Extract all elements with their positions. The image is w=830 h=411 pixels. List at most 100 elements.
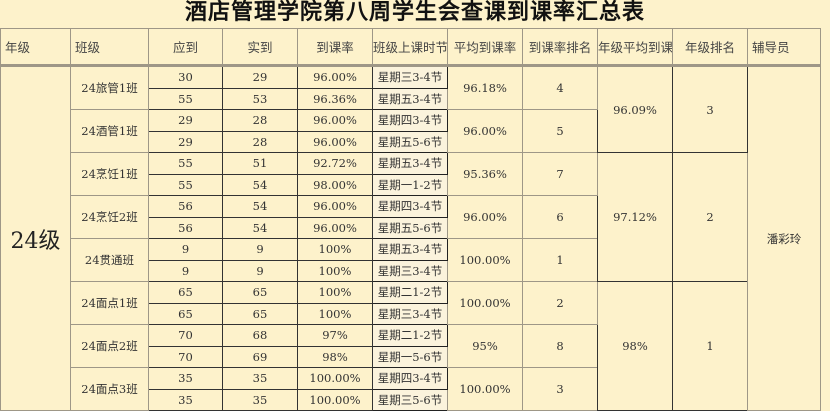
class-period-cell[interactable]: 星期五5-6节 <box>372 216 448 239</box>
actual-count-cell[interactable]: 28 <box>222 130 298 153</box>
class-period-cell[interactable]: 星期三3-4节 <box>372 65 448 89</box>
average-rate-cell[interactable]: 96.00% <box>447 109 523 153</box>
class-period-cell[interactable]: 星期三3-4节 <box>372 302 448 325</box>
actual-count-cell[interactable]: 9 <box>222 259 298 282</box>
expected-count-cell[interactable]: 29 <box>148 130 223 153</box>
average-rate-cell[interactable]: 95% <box>447 324 523 368</box>
actual-count-cell[interactable]: 51 <box>222 152 298 175</box>
rate-rank-cell[interactable]: 1 <box>522 238 598 282</box>
attendance-rate-cell[interactable]: 96.36% <box>297 87 373 110</box>
column-header[interactable]: 辅导员 <box>747 28 821 67</box>
attendance-rate-cell[interactable]: 100% <box>297 302 373 325</box>
class-period-cell[interactable]: 星期五3-4节 <box>372 87 448 110</box>
class-period-cell[interactable]: 星期一5-6节 <box>372 345 448 368</box>
average-rate-cell[interactable]: 96.18% <box>447 65 523 110</box>
attendance-rate-cell[interactable]: 100.00% <box>297 367 373 390</box>
expected-count-cell[interactable]: 65 <box>148 281 223 304</box>
rate-rank-cell[interactable]: 4 <box>522 65 598 110</box>
average-rate-cell[interactable]: 100.00% <box>447 281 523 325</box>
attendance-rate-cell[interactable]: 98% <box>297 345 373 368</box>
grade-average-cell[interactable]: 98% <box>597 281 673 411</box>
column-header[interactable]: 平均到课率 <box>447 28 523 67</box>
rate-rank-cell[interactable]: 6 <box>522 195 598 239</box>
grade-average-cell[interactable]: 97.12% <box>597 152 673 282</box>
expected-count-cell[interactable]: 55 <box>148 87 223 110</box>
expected-count-cell[interactable]: 55 <box>148 173 223 196</box>
attendance-rate-cell[interactable]: 96.00% <box>297 65 373 89</box>
attendance-rate-cell[interactable]: 92.72% <box>297 152 373 175</box>
counselor-cell[interactable]: 潘彩玲 <box>747 65 821 411</box>
class-period-cell[interactable]: 星期一1-2节 <box>372 173 448 196</box>
actual-count-cell[interactable]: 53 <box>222 87 298 110</box>
attendance-rate-cell[interactable]: 100% <box>297 259 373 282</box>
grade-rank-cell[interactable]: 1 <box>672 281 748 411</box>
expected-count-cell[interactable]: 30 <box>148 65 223 89</box>
class-period-cell[interactable]: 星期五3-4节 <box>372 238 448 261</box>
class-period-cell[interactable]: 星期四3-4节 <box>372 195 448 218</box>
attendance-rate-cell[interactable]: 96.00% <box>297 216 373 239</box>
actual-count-cell[interactable]: 28 <box>222 109 298 132</box>
expected-count-cell[interactable]: 65 <box>148 302 223 325</box>
class-name-cell[interactable]: 24烹饪2班 <box>70 195 149 239</box>
class-period-cell[interactable]: 星期四3-4节 <box>372 109 448 132</box>
class-period-cell[interactable]: 星期五5-6节 <box>372 130 448 153</box>
class-period-cell[interactable]: 星期二1-2节 <box>372 324 448 347</box>
column-header[interactable]: 到课率排名 <box>522 28 598 67</box>
expected-count-cell[interactable]: 29 <box>148 109 223 132</box>
class-period-cell[interactable]: 星期三5-6节 <box>372 388 448 411</box>
class-period-cell[interactable]: 星期三3-4节 <box>372 259 448 282</box>
actual-count-cell[interactable]: 54 <box>222 173 298 196</box>
column-header[interactable]: 班级 <box>70 28 149 67</box>
column-header[interactable]: 年级 <box>0 28 71 67</box>
grade-average-cell[interactable]: 96.09% <box>597 65 673 153</box>
class-period-cell[interactable]: 星期二1-2节 <box>372 281 448 304</box>
rate-rank-cell[interactable]: 8 <box>522 324 598 368</box>
column-header[interactable]: 到课率 <box>297 28 373 67</box>
expected-count-cell[interactable]: 9 <box>148 259 223 282</box>
actual-count-cell[interactable]: 54 <box>222 216 298 239</box>
attendance-rate-cell[interactable]: 100% <box>297 281 373 304</box>
attendance-rate-cell[interactable]: 100% <box>297 238 373 261</box>
column-header[interactable]: 年级平均到课 <box>597 28 673 67</box>
actual-count-cell[interactable]: 54 <box>222 195 298 218</box>
expected-count-cell[interactable]: 56 <box>148 216 223 239</box>
grade-rank-cell[interactable]: 3 <box>672 65 748 153</box>
actual-count-cell[interactable]: 9 <box>222 238 298 261</box>
actual-count-cell[interactable]: 35 <box>222 388 298 411</box>
actual-count-cell[interactable]: 69 <box>222 345 298 368</box>
expected-count-cell[interactable]: 70 <box>148 345 223 368</box>
class-name-cell[interactable]: 24烹饪1班 <box>70 152 149 196</box>
grade-rank-cell[interactable]: 2 <box>672 152 748 282</box>
rate-rank-cell[interactable]: 3 <box>522 367 598 411</box>
expected-count-cell[interactable]: 56 <box>148 195 223 218</box>
class-name-cell[interactable]: 24面点1班 <box>70 281 149 325</box>
grade-cell[interactable]: 24级 <box>0 65 71 411</box>
attendance-rate-cell[interactable]: 96.00% <box>297 195 373 218</box>
class-name-cell[interactable]: 24面点3班 <box>70 367 149 411</box>
column-header[interactable]: 班级上课时节 <box>372 28 448 67</box>
average-rate-cell[interactable]: 96.00% <box>447 195 523 239</box>
class-name-cell[interactable]: 24面点2班 <box>70 324 149 368</box>
actual-count-cell[interactable]: 68 <box>222 324 298 347</box>
class-period-cell[interactable]: 星期四3-4节 <box>372 367 448 390</box>
column-header[interactable]: 应到 <box>148 28 223 67</box>
average-rate-cell[interactable]: 100.00% <box>447 367 523 411</box>
average-rate-cell[interactable]: 95.36% <box>447 152 523 196</box>
actual-count-cell[interactable]: 29 <box>222 65 298 89</box>
expected-count-cell[interactable]: 35 <box>148 388 223 411</box>
attendance-rate-cell[interactable]: 100.00% <box>297 388 373 411</box>
attendance-rate-cell[interactable]: 96.00% <box>297 130 373 153</box>
actual-count-cell[interactable]: 65 <box>222 281 298 304</box>
expected-count-cell[interactable]: 70 <box>148 324 223 347</box>
class-name-cell[interactable]: 24旅管1班 <box>70 65 149 110</box>
actual-count-cell[interactable]: 35 <box>222 367 298 390</box>
attendance-rate-cell[interactable]: 97% <box>297 324 373 347</box>
rate-rank-cell[interactable]: 5 <box>522 109 598 153</box>
attendance-rate-cell[interactable]: 98.00% <box>297 173 373 196</box>
rate-rank-cell[interactable]: 2 <box>522 281 598 325</box>
column-header[interactable]: 年级排名 <box>672 28 748 67</box>
class-name-cell[interactable]: 24贯通班 <box>70 238 149 282</box>
expected-count-cell[interactable]: 35 <box>148 367 223 390</box>
actual-count-cell[interactable]: 65 <box>222 302 298 325</box>
average-rate-cell[interactable]: 100.00% <box>447 238 523 282</box>
